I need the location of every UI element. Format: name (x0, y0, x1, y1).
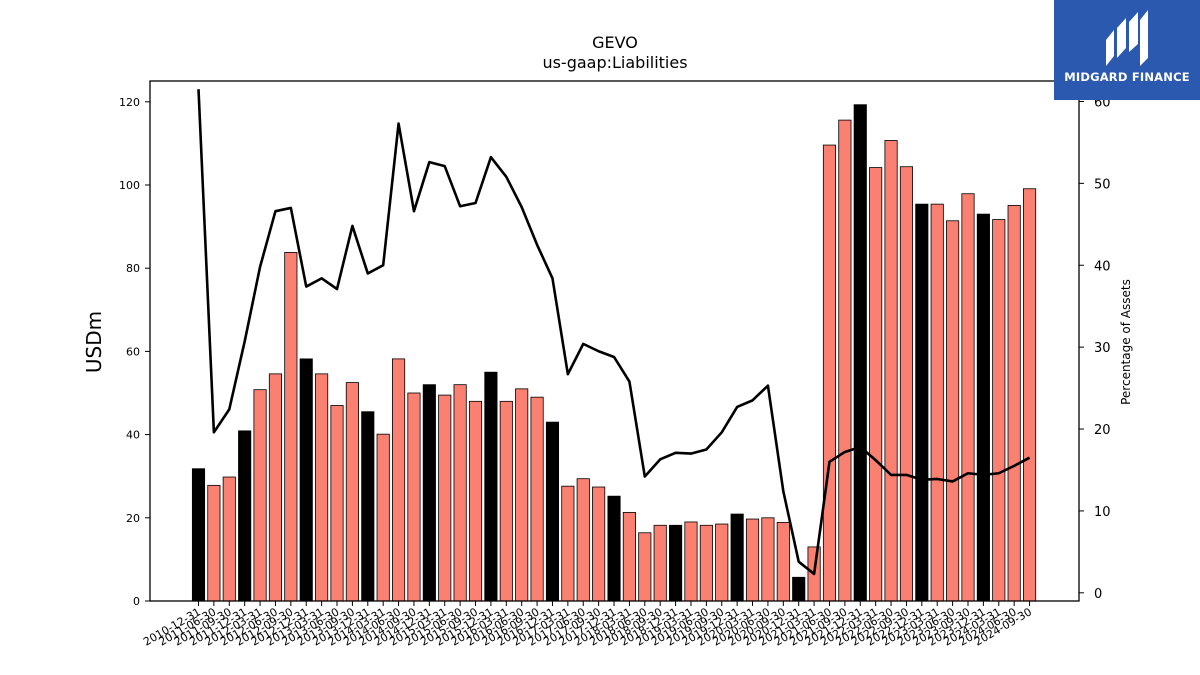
bar-2020-06-30 (776, 521, 790, 602)
plot-frame (149, 80, 1080, 602)
bar-2014-06-30 (407, 392, 421, 602)
bar-2012-09-30 (299, 358, 313, 602)
bar-2014-03-31 (392, 358, 406, 602)
bar-2017-03-31 (576, 478, 590, 602)
y2-tick-label: 40 (1094, 259, 1111, 274)
bar-2012-06-30 (284, 251, 298, 602)
bar-2016-06-30 (530, 396, 544, 602)
bar-2012-12-31 (315, 373, 329, 602)
bar-2014-09-30 (422, 384, 436, 602)
bar-2019-06-30 (715, 523, 729, 602)
bar-2011-12-31 (253, 389, 267, 602)
bar-2013-12-31 (376, 433, 390, 602)
y-axis-ticks: 0 20 40 60 80 100 120 (119, 96, 150, 608)
line-layer (197, 89, 1031, 576)
bar-2022-03-31 (884, 140, 898, 602)
y-tick-label: 100 (119, 179, 140, 192)
y-tick-label: 60 (126, 345, 140, 358)
bar-2018-12-31 (684, 521, 698, 602)
bars-layer (191, 104, 1037, 602)
chart-subtitle: us-gaap:Liabilities (542, 53, 687, 72)
bar-2017-06-30 (592, 486, 606, 602)
bar-2023-06-30 (961, 193, 975, 602)
bar-2023-09-30 (976, 213, 990, 602)
y2-tick-label: 50 (1094, 177, 1111, 192)
y2-tick-label: 20 (1094, 423, 1111, 438)
bar-2019-12-31 (745, 518, 760, 602)
bar-2013-06-30 (345, 382, 359, 602)
bar-2019-09-30 (730, 513, 744, 602)
bar-2011-09-30 (238, 430, 252, 602)
y-axis-label: USDm (82, 311, 106, 373)
y2-tick-label: 0 (1094, 587, 1102, 602)
bar-2019-03-31 (699, 524, 713, 602)
bar-2023-03-31 (946, 220, 960, 602)
bar-2017-09-30 (607, 495, 621, 602)
bar-2013-03-31 (330, 405, 344, 602)
bar-2021-03-31 (822, 144, 837, 602)
bar-2020-09-30 (792, 576, 806, 602)
y2-tick-label: 30 (1094, 341, 1111, 356)
y-tick-label: 0 (133, 595, 140, 608)
brand-logo: MIDGARD FINANCE (1054, 0, 1200, 100)
bar-2016-03-31 (515, 388, 529, 602)
brand-mark-icon (1106, 10, 1148, 66)
bar-2015-09-30 (484, 371, 498, 602)
bar-2018-03-31 (638, 532, 652, 602)
bar-2012-03-31 (268, 373, 283, 602)
bar-2011-06-30 (222, 476, 236, 602)
bar-2015-03-31 (453, 384, 467, 602)
y-tick-label: 20 (126, 512, 140, 525)
bar-2020-03-31 (761, 517, 775, 602)
bar-2022-09-30 (915, 203, 929, 602)
bar-2024-06-30 (1023, 188, 1037, 602)
bar-2021-09-30 (853, 104, 867, 602)
bar-2015-06-30 (468, 400, 483, 602)
bar-2023-12-31 (992, 219, 1006, 602)
chart-title: GEVO (592, 33, 638, 52)
bar-2017-12-31 (622, 511, 636, 602)
y-tick-label: 40 (126, 429, 140, 442)
x-axis-ticks: 2010-12-312011-06-302011-09-302011-12-31… (141, 601, 1034, 649)
percentage-line (197, 89, 1031, 576)
bar-2015-12-31 (499, 400, 513, 602)
y2-tick-label: 10 (1094, 505, 1111, 520)
bar-2021-12-31 (869, 167, 883, 602)
y-tick-label: 80 (126, 262, 140, 275)
bar-2014-12-31 (438, 394, 452, 602)
bar-2010-12-31 (191, 468, 206, 602)
y2-axis-label: Percentage of Assets (1119, 279, 1133, 405)
bar-2016-09-30 (545, 421, 560, 602)
bar-2011-03-31 (207, 484, 221, 602)
y-tick-label: 120 (119, 96, 140, 109)
bar-2016-12-31 (561, 485, 575, 602)
bar-2024-03-31 (1007, 204, 1021, 602)
bar-2021-06-30 (838, 119, 852, 602)
bar-2018-06-30 (653, 524, 667, 602)
bar-2018-09-30 (669, 524, 683, 602)
bar-2022-06-30 (899, 166, 913, 602)
bar-2022-12-31 (930, 203, 944, 602)
brand-name: MIDGARD FINANCE (1064, 70, 1190, 84)
bar-2013-09-30 (361, 411, 375, 602)
